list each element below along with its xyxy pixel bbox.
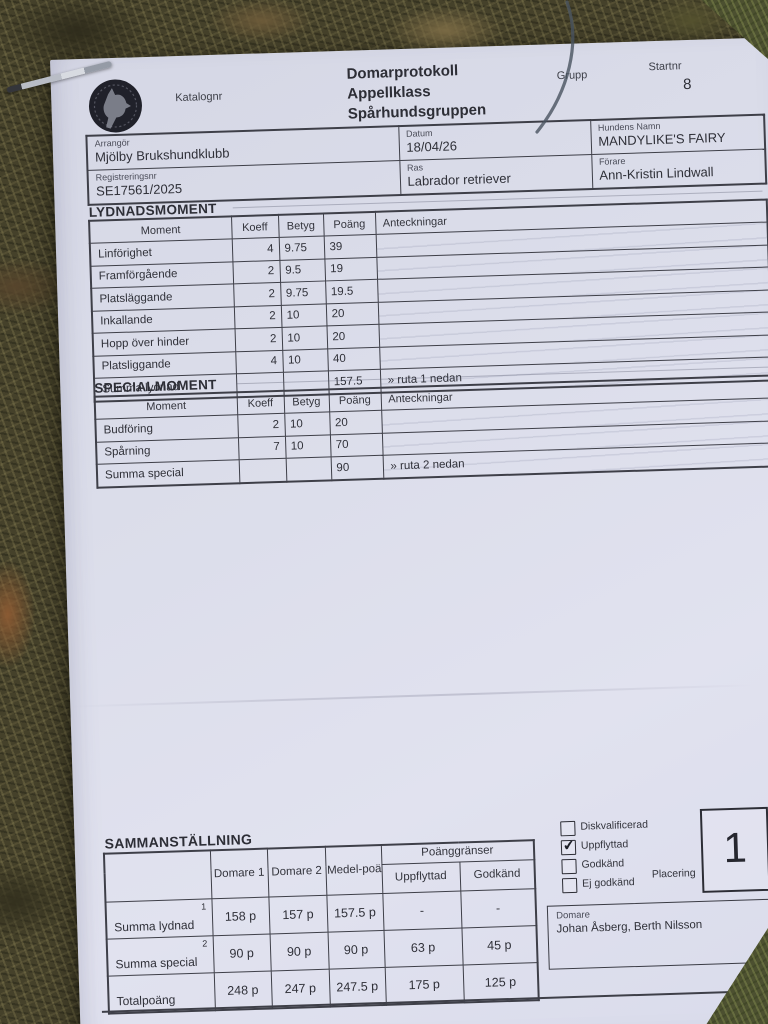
paper-crease xyxy=(70,683,768,708)
cell-medelpoang: 247.5 p xyxy=(328,967,386,1007)
startnr-value: 8 xyxy=(682,75,692,94)
lydnad-table: Moment Koeff Betyg Poäng Anteckningar Li… xyxy=(88,198,768,403)
brukshundklubben-logo-icon xyxy=(87,77,145,135)
cell-poang: 19.5 xyxy=(325,279,378,304)
cell-betyg: 10 xyxy=(282,348,328,373)
cell-betyg: 10 xyxy=(284,434,331,459)
cell-row-label: Summa lydnad 1 xyxy=(105,898,213,940)
checkbox-label: Diskvalificerad xyxy=(580,818,649,833)
col-header-domare2: Domare 2 xyxy=(266,846,327,898)
cell-domare2: 157 p xyxy=(268,895,328,935)
row-label: Summa special xyxy=(115,954,198,972)
summary-table: Domare 1 Domare 2 Medel-poäng Poänggräns… xyxy=(102,839,540,1015)
cell-betyg: 9.5 xyxy=(279,258,326,283)
cell-hundens-namn: Hundens Namn MANDYLIKE'S FAIRY xyxy=(590,114,766,155)
placering-value: 1 xyxy=(722,823,748,872)
col-header-koeff: Koeff xyxy=(231,214,279,239)
row-label: Totalpoäng xyxy=(116,992,176,1009)
cell-betyg xyxy=(285,456,332,482)
cell-koeff: 2 xyxy=(233,282,281,307)
cell-koeff: 2 xyxy=(237,413,285,438)
checkbox-icon: ✔ xyxy=(560,836,577,856)
cell-betyg: 10 xyxy=(280,303,327,328)
domare-box: Domare Johan Åsberg, Berth Nilsson xyxy=(546,898,768,970)
checkbox-label: Ej godkänd xyxy=(581,876,635,890)
startnr-label: Startnr xyxy=(648,60,682,74)
col-header-domare1: Domare 1 xyxy=(209,848,269,899)
cell-domare2: 90 p xyxy=(269,932,329,972)
katalognr-label: Katalognr xyxy=(175,90,223,105)
checkbox-icon xyxy=(561,858,577,875)
checkbox-label: Godkänd xyxy=(581,857,625,871)
row-superscript: 2 xyxy=(202,938,208,949)
cell-poang: 40 xyxy=(327,346,380,371)
cell-koeff xyxy=(238,458,287,483)
cell-domare1: 158 p xyxy=(211,897,270,936)
checkbox-icon xyxy=(561,877,578,894)
cell-uppflyttad: 63 p xyxy=(383,928,463,968)
cell-medelpoang: 157.5 p xyxy=(326,893,384,933)
domare-label: Domare xyxy=(555,909,591,922)
cell-koeff: 2 xyxy=(232,259,281,284)
info-table: Arrangör Mjölby Brukshundklubb Datum 18/… xyxy=(85,113,768,206)
cell-koeff: 2 xyxy=(234,327,283,352)
checkbox-icon xyxy=(560,820,576,837)
cell-domare1: 90 p xyxy=(212,934,271,973)
col-header-blank xyxy=(103,850,212,903)
col-header-poang: Poäng xyxy=(322,211,376,236)
row-superscript: 1 xyxy=(200,901,207,912)
cell-forare: Förare Ann-Kristin Lindwall xyxy=(591,149,767,190)
col-header-koeff: Koeff xyxy=(236,390,285,415)
cell-uppflyttad: - xyxy=(382,891,462,931)
row-label: Summa lydnad xyxy=(114,917,195,935)
domare-names: Johan Åsberg, Berth Nilsson xyxy=(556,918,703,936)
cell-poang: 19 xyxy=(324,256,378,281)
col-header-godkand: Godkänd xyxy=(459,859,536,892)
cell-koeff: 2 xyxy=(233,304,282,329)
cell-poang: 20 xyxy=(325,301,379,326)
col-header-uppflyttad: Uppflyttad xyxy=(381,862,461,894)
cell-row-label: Summa special 2 xyxy=(106,935,214,977)
form-title: Domarprotokoll Appellklass Spårhundsgrup… xyxy=(346,60,486,124)
cell-betyg: 10 xyxy=(284,411,330,436)
cell-poang: 39 xyxy=(323,234,377,259)
cell-koeff: 4 xyxy=(235,349,283,374)
cell-koeff: 7 xyxy=(237,435,286,460)
check-icon: ✔ xyxy=(561,836,576,854)
form-title-line3: Spårhundsgruppen xyxy=(347,100,487,123)
cell-poang: 20 xyxy=(326,324,380,349)
cell-medelpoang: 90 p xyxy=(327,930,385,970)
cell-godkand: 45 p xyxy=(461,925,538,965)
col-header-medelpoang: Medel-poäng xyxy=(324,844,383,896)
cell-domare1: 248 p xyxy=(213,971,272,1011)
cell-moment: Summa special xyxy=(96,459,240,488)
cell-betyg: 10 xyxy=(281,325,328,350)
cell-domare2: 247 p xyxy=(270,969,330,1009)
cell-ras: Ras Labrador retriever xyxy=(399,154,593,196)
col-header-betyg: Betyg xyxy=(283,389,330,414)
cell-koeff: 4 xyxy=(231,237,280,262)
cell-poang: 20 xyxy=(329,410,382,435)
placering-box: 1 xyxy=(699,806,768,893)
cell-poang: 70 xyxy=(329,432,383,457)
col-header-betyg: Betyg xyxy=(277,213,324,238)
cell-betyg: 9.75 xyxy=(278,235,325,260)
cell-betyg: 9.75 xyxy=(280,280,326,305)
handwritten-stroke xyxy=(535,0,575,134)
checkbox-label: Uppflyttad xyxy=(580,838,629,852)
cell-poang: 90 xyxy=(330,455,384,480)
col-header-poang: Poäng xyxy=(328,387,382,412)
placering-label: Placering xyxy=(651,867,696,881)
cell-godkand: - xyxy=(460,888,537,929)
protocol-sheet: Katalognr Domarprotokoll Appellklass Spå… xyxy=(6,37,768,1024)
